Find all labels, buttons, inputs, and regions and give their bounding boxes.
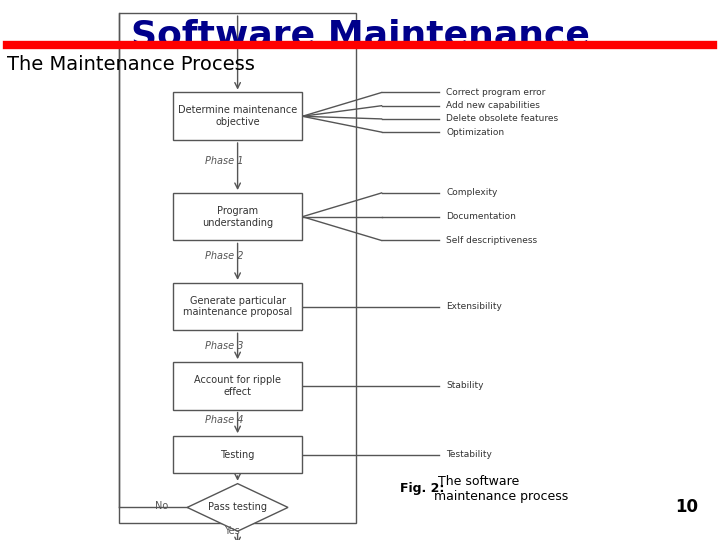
Text: Account for ripple
effect: Account for ripple effect <box>194 375 281 397</box>
Polygon shape <box>187 484 288 531</box>
Text: Fig. 2:: Fig. 2: <box>400 482 444 495</box>
Text: Add new capabilities: Add new capabilities <box>446 101 540 110</box>
Text: Self descriptiveness: Self descriptiveness <box>446 236 538 245</box>
FancyBboxPatch shape <box>119 13 356 523</box>
Text: Extensibility: Extensibility <box>446 302 503 311</box>
Text: Documentation: Documentation <box>446 212 516 221</box>
Text: Software Maintenance: Software Maintenance <box>130 18 590 52</box>
Text: Phase 3: Phase 3 <box>205 341 243 351</box>
Text: No: No <box>156 501 168 511</box>
Text: Phase 1: Phase 1 <box>205 156 243 166</box>
Text: Phase 4: Phase 4 <box>205 415 243 425</box>
Text: Complexity: Complexity <box>446 188 498 198</box>
Text: Correct program error: Correct program error <box>446 88 546 97</box>
FancyBboxPatch shape <box>173 283 302 330</box>
FancyBboxPatch shape <box>173 362 302 410</box>
Text: Determine maintenance
objective: Determine maintenance objective <box>178 105 297 127</box>
FancyBboxPatch shape <box>173 92 302 140</box>
Text: Testability: Testability <box>446 450 492 459</box>
Text: The Maintenance Process: The Maintenance Process <box>7 56 255 75</box>
FancyBboxPatch shape <box>173 193 302 240</box>
Text: Pass testing: Pass testing <box>208 502 267 512</box>
FancyBboxPatch shape <box>173 436 302 473</box>
Text: Program
understanding: Program understanding <box>202 206 273 227</box>
Text: Optimization: Optimization <box>446 127 505 137</box>
Text: Yes: Yes <box>224 526 240 536</box>
Text: Testing: Testing <box>220 450 255 460</box>
Text: The software
maintenance process: The software maintenance process <box>434 475 568 503</box>
Text: 10: 10 <box>675 498 698 516</box>
Text: Phase 2: Phase 2 <box>205 251 243 261</box>
Text: Generate particular
maintenance proposal: Generate particular maintenance proposal <box>183 296 292 318</box>
Text: Delete obsolete features: Delete obsolete features <box>446 114 559 124</box>
Text: Stability: Stability <box>446 381 484 390</box>
